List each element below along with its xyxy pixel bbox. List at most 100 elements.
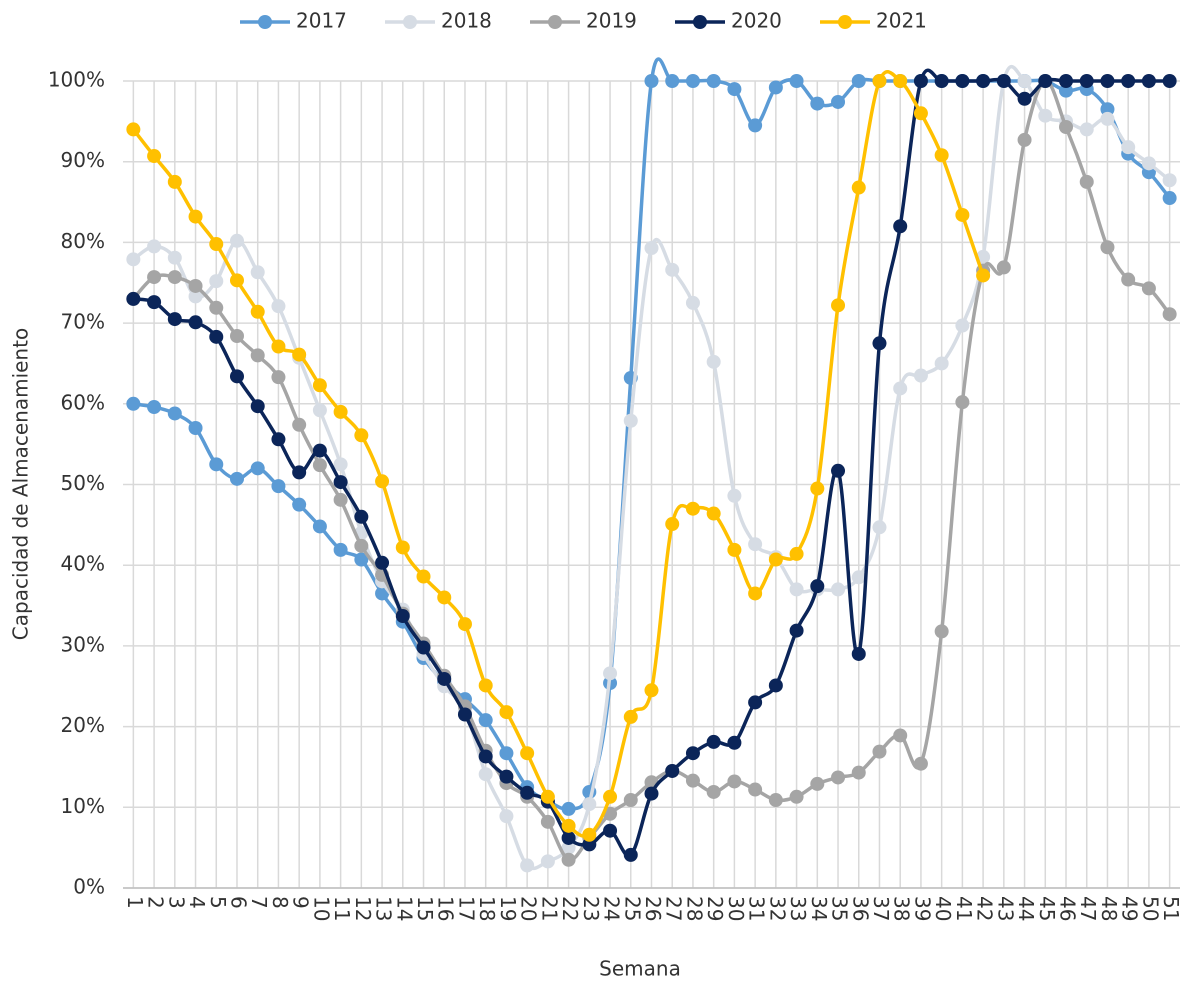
x-tick-label: 13	[372, 896, 396, 921]
x-tick-label: 26	[641, 896, 665, 921]
point	[209, 457, 224, 472]
point	[913, 368, 928, 383]
point	[851, 570, 866, 585]
point	[851, 74, 866, 88]
point	[727, 542, 742, 557]
legend-marker	[403, 15, 417, 29]
point	[499, 705, 514, 720]
point	[540, 789, 555, 804]
x-tick-label: 24	[600, 896, 624, 921]
point	[126, 396, 141, 411]
point	[209, 274, 224, 289]
point	[789, 74, 804, 88]
point	[810, 776, 825, 791]
point	[665, 517, 680, 532]
point	[354, 428, 369, 443]
x-tick-label: 17	[454, 896, 478, 921]
point	[1079, 174, 1094, 189]
point	[520, 746, 535, 761]
point	[727, 82, 742, 97]
point	[520, 858, 535, 873]
point	[851, 180, 866, 195]
point	[271, 299, 286, 314]
point	[292, 497, 307, 512]
point	[1017, 91, 1032, 106]
point	[312, 403, 327, 418]
point	[706, 354, 721, 369]
point	[955, 207, 970, 222]
point	[499, 809, 514, 824]
point	[913, 756, 928, 771]
point	[955, 395, 970, 410]
point	[1059, 74, 1074, 88]
point	[623, 793, 638, 808]
point	[582, 827, 597, 842]
point	[395, 609, 410, 624]
legend-label: 2021	[876, 9, 927, 33]
point	[893, 728, 908, 743]
x-tick-label: 36	[848, 896, 872, 921]
point	[147, 239, 162, 254]
point	[976, 74, 991, 88]
point	[685, 773, 700, 788]
x-tick-label: 33	[786, 896, 810, 921]
point	[271, 479, 286, 494]
point	[271, 370, 286, 385]
point	[644, 241, 659, 256]
point	[1141, 281, 1156, 296]
point	[333, 492, 348, 507]
point	[727, 735, 742, 750]
point	[188, 278, 203, 293]
point	[499, 769, 514, 784]
x-tick-label: 41	[952, 896, 976, 921]
point	[623, 709, 638, 724]
x-tick-label: 51	[1159, 896, 1183, 921]
point	[540, 854, 555, 869]
point	[250, 399, 265, 414]
point	[209, 237, 224, 252]
x-tick-label: 1	[123, 896, 147, 909]
y-tick-label: 80%	[61, 229, 105, 253]
point	[976, 268, 991, 283]
point	[913, 74, 928, 88]
point	[872, 520, 887, 535]
point	[768, 793, 783, 808]
point	[250, 265, 265, 280]
point	[1162, 74, 1177, 88]
y-axis-title: Capacidad de Almacenamiento	[9, 328, 33, 640]
point	[789, 582, 804, 597]
point	[1141, 74, 1156, 88]
x-tick-label: 19	[496, 896, 520, 921]
point	[727, 488, 742, 503]
point	[685, 74, 700, 88]
point	[644, 74, 659, 88]
point	[354, 552, 369, 567]
x-tick-label: 44	[1014, 896, 1038, 921]
point	[478, 713, 493, 728]
point	[1121, 140, 1136, 155]
point	[540, 814, 555, 829]
point	[851, 765, 866, 780]
x-tick-label: 45	[1035, 896, 1059, 921]
point	[893, 74, 908, 88]
point	[333, 457, 348, 472]
point	[810, 96, 825, 111]
x-tick-label: 8	[268, 896, 292, 909]
point	[831, 94, 846, 109]
point	[665, 763, 680, 778]
point	[188, 315, 203, 330]
point	[520, 785, 535, 800]
point	[768, 678, 783, 693]
point	[375, 555, 390, 570]
legend-label: 2019	[586, 9, 637, 33]
x-tick-label: 7	[247, 896, 271, 909]
x-tick-label: 39	[910, 896, 934, 921]
x-tick-label: 25	[620, 896, 644, 921]
point	[706, 506, 721, 521]
point	[996, 74, 1011, 88]
point	[147, 270, 162, 285]
point	[1017, 132, 1032, 147]
point	[1121, 272, 1136, 287]
x-tick-label: 20	[517, 896, 541, 921]
point	[437, 590, 452, 605]
